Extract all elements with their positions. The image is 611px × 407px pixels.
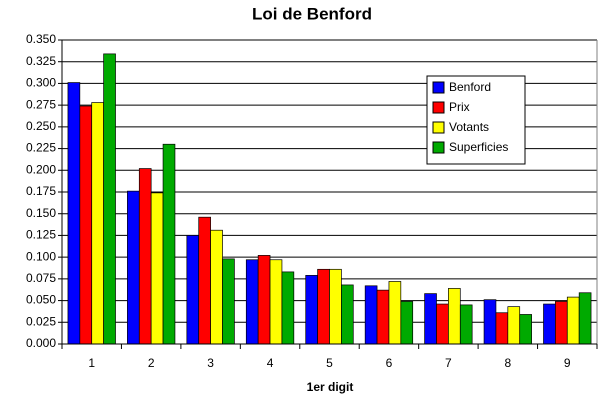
bar (257, 255, 271, 345)
bar (79, 105, 93, 345)
y-tick-label: 0.100 (26, 249, 56, 263)
bar (222, 258, 235, 345)
bar (483, 299, 497, 345)
bar (138, 168, 152, 345)
bar (543, 303, 556, 345)
bar (150, 192, 164, 345)
x-tick-label: 2 (148, 356, 155, 370)
x-tick-label: 5 (326, 356, 333, 370)
legend-swatch (432, 141, 445, 154)
bar (436, 303, 449, 345)
bar (459, 304, 473, 345)
bar (269, 259, 283, 345)
x-tick-label: 4 (267, 356, 274, 370)
bar (555, 301, 568, 345)
chart-title: Loi de Benford (252, 4, 372, 23)
bar (305, 275, 318, 345)
bar (67, 82, 81, 345)
y-tick-label: 0.325 (26, 54, 56, 68)
legend-label: Prix (449, 100, 470, 114)
bar (364, 285, 378, 345)
y-tick-label: 0.300 (26, 76, 56, 90)
legend-label: Benford (449, 80, 491, 94)
y-tick-label: 0.150 (26, 206, 56, 220)
legend-swatch (432, 81, 445, 94)
y-tick-label: 0.075 (26, 271, 56, 285)
legend-swatch (432, 101, 445, 114)
x-tick-label: 9 (564, 356, 571, 370)
bar (448, 288, 461, 345)
bar (317, 268, 330, 345)
y-tick-label: 0.275 (26, 97, 56, 111)
x-tick-label: 1 (88, 356, 95, 370)
y-tick-label: 0.125 (26, 228, 56, 242)
bar (103, 53, 116, 345)
bar (186, 235, 200, 345)
bar (245, 259, 259, 345)
bar (519, 314, 532, 345)
bar (578, 292, 592, 345)
x-tick-label: 8 (504, 356, 511, 370)
y-tick-label: 0.050 (26, 293, 56, 307)
x-tick-label: 6 (386, 356, 393, 370)
x-tick-label: 3 (207, 356, 214, 370)
bar (507, 306, 521, 345)
x-tick-label: 7 (445, 356, 452, 370)
y-tick-label: 0.250 (26, 119, 56, 133)
bar (162, 143, 176, 345)
legend-label: Superficies (449, 140, 508, 154)
bar (198, 216, 211, 345)
bar (341, 284, 354, 345)
bar (281, 271, 295, 345)
y-tick-label: 0.025 (26, 314, 56, 328)
bar (388, 281, 402, 345)
bar (127, 190, 140, 345)
y-tick-label: 0.350 (26, 32, 56, 46)
x-axis-title: 1er digit (307, 380, 354, 394)
y-tick-label: 0.200 (26, 162, 56, 176)
y-tick-label: 0.175 (26, 184, 56, 198)
y-tick-label: 0.000 (26, 336, 56, 350)
bar (424, 293, 437, 345)
bar (376, 289, 390, 345)
bar (495, 312, 509, 345)
bar (400, 301, 414, 345)
bar (329, 268, 342, 345)
y-tick-label: 0.225 (26, 141, 56, 155)
bar (566, 296, 580, 345)
legend-swatch (432, 121, 445, 134)
legend-label: Votants (449, 120, 489, 134)
bar (91, 102, 104, 345)
bar (210, 229, 223, 345)
